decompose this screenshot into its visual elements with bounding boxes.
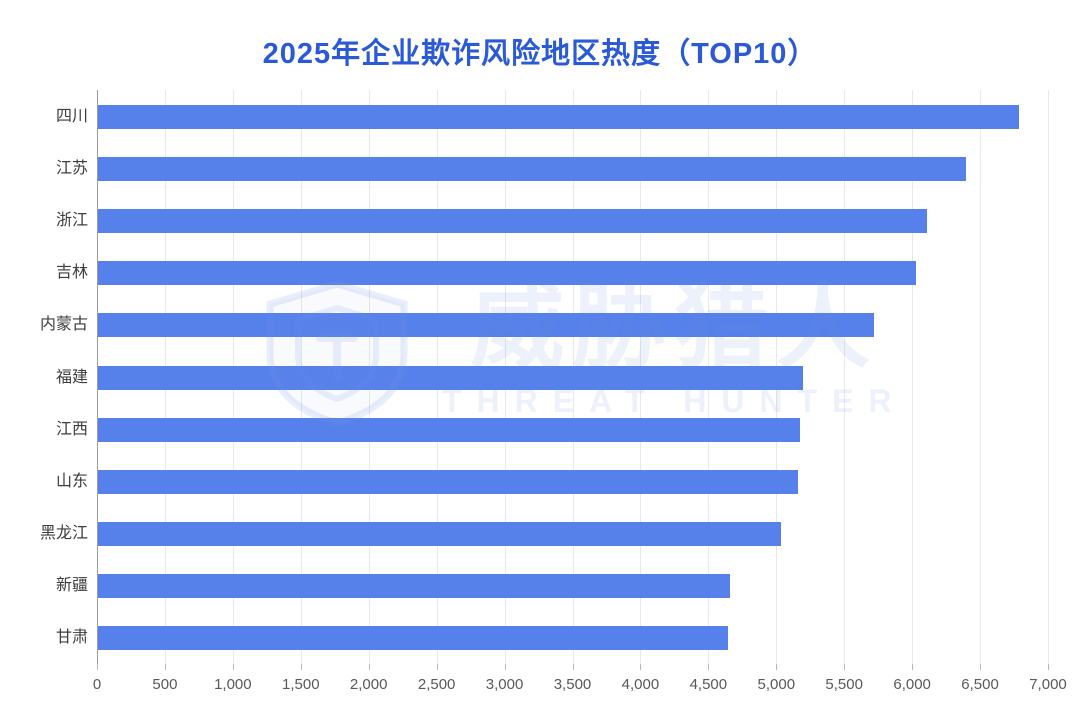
y-axis-label: 新疆 — [55, 576, 88, 594]
x-axis-tick-label: 6,000 — [893, 676, 931, 693]
y-axis-label: 江西 — [55, 420, 88, 438]
y-axis-label: 福建 — [55, 368, 88, 386]
gridline — [912, 90, 914, 664]
x-axis-tick-label: 0 — [92, 676, 102, 693]
x-axis-tick-label: 2,000 — [349, 676, 388, 693]
y-axis-label: 黑龙江 — [39, 524, 88, 542]
bar — [98, 521, 782, 546]
x-axis-tick-label: 3,500 — [553, 676, 592, 693]
x-axis-tick — [980, 664, 982, 670]
bar — [98, 365, 804, 390]
chart-title: 2025年企业欺诈风险地区热度（TOP10） — [262, 38, 818, 70]
bar — [98, 417, 801, 442]
x-axis-tick-label: 500 — [152, 676, 178, 693]
bar — [98, 105, 1020, 129]
x-axis-tick — [640, 664, 642, 670]
x-axis-tick — [572, 664, 574, 670]
x-axis-tick — [912, 664, 914, 670]
y-axis-label: 浙江 — [55, 212, 88, 230]
bar — [98, 209, 927, 234]
x-axis-tick-label: 4,500 — [689, 676, 728, 693]
bar — [98, 573, 730, 598]
bar — [98, 626, 729, 650]
bar — [98, 261, 916, 286]
x-axis-tick — [776, 664, 778, 670]
gridline — [844, 90, 846, 664]
x-axis-tick — [232, 664, 234, 670]
x-axis-tick-label: 5,500 — [825, 676, 863, 693]
y-axis-label: 内蒙古 — [39, 316, 88, 334]
x-axis-tick-label: 4,000 — [621, 676, 660, 693]
y-axis-label: 四川 — [55, 108, 88, 125]
x-axis-tick — [164, 664, 166, 670]
y-axis-label: 甘肃 — [55, 629, 88, 646]
bar — [98, 313, 874, 338]
y-axis-line — [97, 90, 98, 664]
x-axis-tick — [436, 664, 438, 670]
x-axis-tick-label: 6,500 — [961, 676, 999, 693]
x-axis-tick-label: 3,000 — [485, 676, 524, 693]
bar — [98, 157, 967, 182]
x-axis-tick — [300, 664, 302, 670]
x-axis-tick — [844, 664, 846, 670]
x-axis-tick — [504, 664, 506, 670]
x-axis-tick — [708, 664, 710, 670]
y-axis-label: 山东 — [55, 472, 88, 490]
x-axis-tick — [97, 664, 98, 670]
x-axis-tick-label: 1,000 — [214, 676, 252, 693]
y-axis-label: 吉林 — [55, 264, 88, 282]
gridline — [980, 90, 982, 664]
x-axis-tick-label: 1,500 — [282, 676, 320, 693]
bar — [98, 469, 798, 494]
x-axis-tick-label: 2,500 — [417, 676, 456, 693]
x-axis-tick — [368, 664, 370, 670]
x-axis-tick-label: 7,000 — [1029, 676, 1067, 693]
x-axis-tick-label: 5,000 — [757, 676, 796, 693]
x-axis-tick — [1048, 664, 1049, 670]
y-axis-label: 江苏 — [55, 160, 88, 178]
gridline — [1048, 90, 1049, 664]
